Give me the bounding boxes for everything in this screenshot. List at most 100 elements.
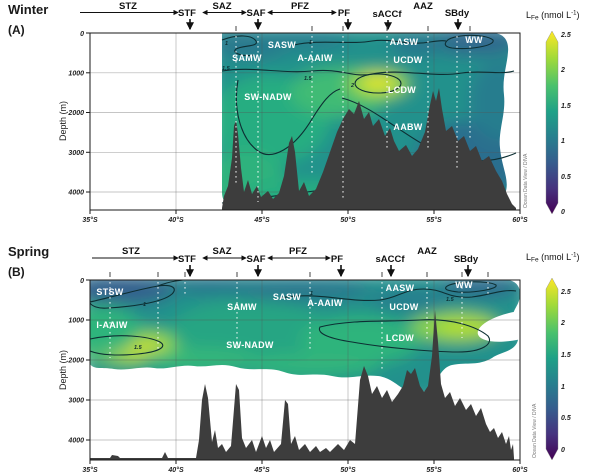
colorbar-title-close: )	[576, 10, 579, 20]
colorbar-tick: 2.5	[560, 32, 571, 39]
colorbar-title-prefix: L	[526, 252, 531, 262]
x-tick: 40°S	[167, 216, 184, 224]
colorbar-tick: 1	[561, 384, 565, 391]
y-tick: 4000	[67, 438, 84, 445]
contour-value: 1	[143, 302, 146, 308]
water-mass-label: SW-NADW	[244, 92, 292, 102]
contour-value: 1	[310, 291, 313, 297]
zone-label-pfz: PFZ	[291, 1, 309, 12]
y-tick: 0	[80, 31, 84, 38]
colorbar-tick: 0.5	[561, 415, 571, 422]
season-label-spring: Spring	[8, 244, 49, 259]
y-tick: 3000	[68, 398, 84, 405]
zone-header-a: STZ SAZ PFZ AAZ STF SAF PF sACCf SBdy	[80, 1, 470, 31]
colorbar-tick: 0	[561, 447, 565, 454]
colorbar-title-close: )	[576, 252, 579, 262]
water-mass-label: UCDW	[393, 55, 422, 65]
bathymetry-silhouette-a	[222, 88, 516, 210]
bathymetry-silhouette-b	[90, 310, 514, 460]
colorbar-tick: 2	[560, 67, 565, 74]
axes-a: 0 1000 2000 3000 4000 35°S 40°S 45°S 50°…	[58, 31, 528, 224]
station-id-marks-b	[109, 272, 489, 277]
front-label-stf: STF	[178, 8, 196, 19]
x-tick: 55°S	[426, 466, 442, 474]
colorbar-title-sub: Fe	[531, 15, 539, 22]
front-label-stf: STF	[178, 254, 196, 265]
colorbar-tick: 1.5	[561, 352, 571, 359]
zone-label-saz: SAZ	[213, 1, 232, 12]
odv-credit-b: Ocean Data View / DIVA	[532, 403, 538, 458]
x-tick: 35°S	[82, 466, 98, 474]
water-mass-label: I-AAIW	[96, 320, 127, 330]
water-mass-label: A-AAIW	[297, 53, 332, 63]
front-label-sbdy: SBdy	[454, 254, 479, 265]
zone-label-pfz: PFZ	[289, 246, 307, 257]
y-tick: 1000	[68, 318, 84, 325]
contour-value: 2	[350, 83, 354, 89]
y-tick: 2000	[67, 110, 84, 117]
x-tick: 45°S	[253, 466, 270, 474]
axes-b: 0 1000 2000 3000 4000 35°S 40°S 45°S 50°…	[58, 278, 528, 474]
water-mass-label: SASW	[268, 40, 296, 50]
colorbar-title-sub: Fe	[531, 257, 539, 264]
colorbar-title-b: LFe (nmol L-1)	[526, 252, 579, 264]
colorbar-tick: 1.5	[561, 103, 571, 110]
contour-value: 1	[309, 40, 312, 46]
colorbar-gradient-a	[545, 30, 559, 215]
station-id-marks-a	[235, 26, 471, 31]
y-tick: 0	[80, 278, 84, 285]
colorbar-tick: 0.5	[561, 174, 571, 181]
colorbar-tick: 0	[561, 209, 565, 216]
y-axis-label-b: Depth (m)	[58, 350, 68, 390]
water-mass-label: AABW	[393, 122, 422, 132]
colorbar-tick: 2.5	[560, 289, 571, 296]
panel-label-b: (B)	[8, 265, 25, 279]
water-mass-label: WW	[455, 280, 473, 290]
x-tick: 60°S	[512, 216, 528, 224]
zone-label-saz: SAZ	[213, 246, 232, 257]
front-label-saccf: sACCf	[375, 254, 405, 265]
x-tick: 50°S	[340, 466, 356, 474]
zone-label-aaz: AAZ	[413, 1, 433, 12]
x-tick: 60°S	[512, 466, 528, 474]
y-tick: 3000	[68, 150, 84, 157]
station-sample-lines-b	[109, 272, 489, 370]
x-tick: 50°S	[340, 216, 356, 224]
zone-label-stz: STZ	[119, 1, 137, 12]
water-mass-label: LCDW	[386, 333, 414, 343]
front-label-saf: SAF	[247, 254, 266, 265]
contour-value: 1.5	[134, 345, 143, 351]
x-tick: 40°S	[167, 466, 184, 474]
colorbar-b: LFe (nmol L-1) 2.5 2 1.5 1 0.5 0	[526, 252, 579, 461]
zone-header-b: STZ SAZ PFZ AAZ STF SAF PF sACCf SBdy	[92, 246, 479, 278]
contour-value: 1.5	[222, 66, 231, 72]
colorbar-gradient-b	[545, 277, 559, 461]
colorbar-title-unit: (nmol L	[539, 10, 572, 20]
colorbar-title-a: LFe (nmol L-1)	[526, 10, 579, 22]
water-mass-label: A-AAIW	[307, 298, 342, 308]
y-axis-label-a: Depth (m)	[58, 101, 68, 141]
y-tick: 1000	[68, 70, 84, 77]
colorbar-title-prefix: L	[526, 10, 531, 20]
water-mass-labels-a: SASW SAMW A-AAIW SW-NADW AASW UCDW LCDW …	[232, 35, 483, 132]
zone-label-stz: STZ	[122, 246, 140, 257]
front-label-pf: PF	[338, 8, 350, 19]
water-mass-label: SAMW	[227, 302, 257, 312]
water-mass-label: LCDW	[388, 85, 416, 95]
contours-b: 1 1 1.5 1.5	[90, 280, 517, 356]
x-tick: 45°S	[253, 216, 270, 224]
front-label-pf: PF	[331, 254, 343, 265]
front-label-saf: SAF	[247, 8, 266, 19]
zone-label-aaz: AAZ	[417, 246, 437, 257]
contour-value: 1	[225, 41, 228, 47]
contour-value: 1.5	[304, 76, 313, 82]
water-mass-label: STSW	[96, 287, 123, 297]
colorbar-tick: 2	[560, 320, 565, 327]
colorbar-a: LFe (nmol L-1) 2.5 2 1.5 1 0.5 0	[526, 10, 579, 216]
front-label-sbdy: SBdy	[445, 8, 470, 19]
colorbar-title-unit: (nmol L	[539, 252, 572, 262]
water-mass-labels-b: STSW SASW SAMW A-AAIW I-AAIW SW-NADW AAS…	[96, 280, 473, 350]
season-label-winter: Winter	[8, 2, 48, 17]
colorbar-title-sup: -1	[571, 11, 577, 17]
odv-credit-a: Ocean Data View / DIVA	[523, 153, 529, 208]
